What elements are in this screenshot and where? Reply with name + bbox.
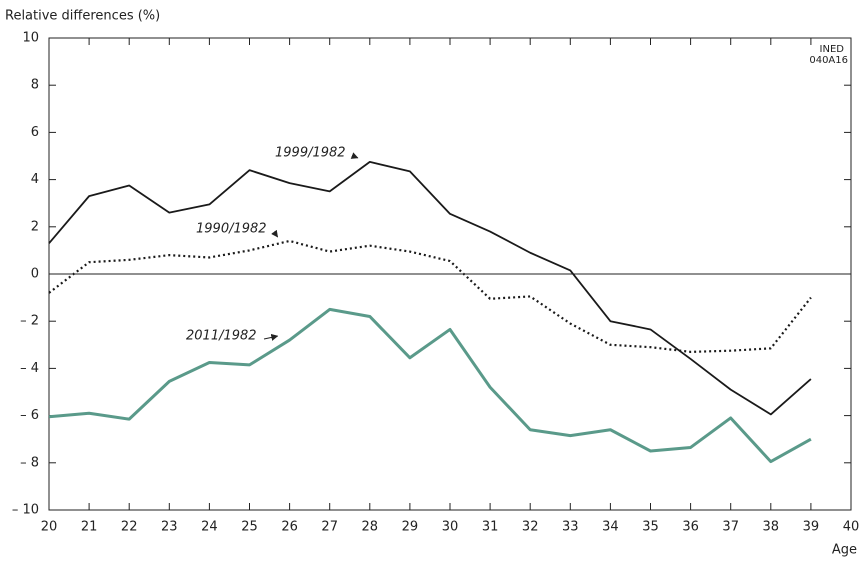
x-tick-label: 20 (41, 520, 58, 535)
y-tick-label: – 10 (12, 503, 39, 518)
x-tick-label: 30 (442, 520, 459, 535)
x-tick-label: 37 (722, 520, 739, 535)
source-note: INED (820, 44, 845, 55)
x-tick-label: 21 (81, 520, 98, 535)
x-tick-label: 32 (522, 520, 539, 535)
x-tick-label: 22 (121, 520, 138, 535)
source-note: 040A16 (809, 55, 848, 66)
x-tick-label: 35 (642, 520, 659, 535)
y-tick-label: – 8 (20, 455, 39, 470)
y-tick-label: – 4 (20, 361, 39, 376)
x-tick-label: 38 (763, 520, 780, 535)
x-tick-label: 31 (482, 520, 499, 535)
x-tick-label: 29 (402, 520, 419, 535)
x-tick-label: 24 (201, 520, 218, 535)
y-tick-label: 4 (31, 172, 39, 187)
y-tick-label: 0 (31, 267, 39, 282)
x-tick-label: 34 (602, 520, 619, 535)
y-tick-label: 8 (31, 78, 39, 93)
annotation-arrow (271, 229, 279, 238)
series-label: 2011/1982 (186, 329, 257, 344)
x-axis-label: Age (832, 543, 857, 558)
series-label: 1990/1982 (196, 222, 267, 237)
y-tick-label: – 6 (20, 408, 39, 423)
y-tick-label: 6 (31, 125, 39, 140)
series-line (48, 239, 812, 353)
x-tick-label: 33 (562, 520, 579, 535)
y-tick-label: 10 (22, 31, 39, 46)
series-line (48, 307, 812, 464)
x-tick-label: 28 (362, 520, 379, 535)
x-tick-label: 40 (843, 520, 860, 535)
x-tick-label: 25 (241, 520, 258, 535)
series-label: 1999/1982 (275, 146, 346, 161)
annotation-arrow (263, 333, 279, 341)
x-tick-label: 26 (281, 520, 298, 535)
annotation-arrow (350, 152, 359, 159)
y-axis-label: Relative differences (%) (5, 9, 160, 24)
x-tick-label: 27 (321, 520, 338, 535)
x-tick-label: 36 (682, 520, 699, 535)
x-tick-label: 39 (803, 520, 820, 535)
x-tick-label: 23 (161, 520, 178, 535)
y-tick-label: – 2 (20, 314, 39, 329)
series-line (48, 161, 812, 416)
y-tick-label: 2 (31, 219, 39, 234)
